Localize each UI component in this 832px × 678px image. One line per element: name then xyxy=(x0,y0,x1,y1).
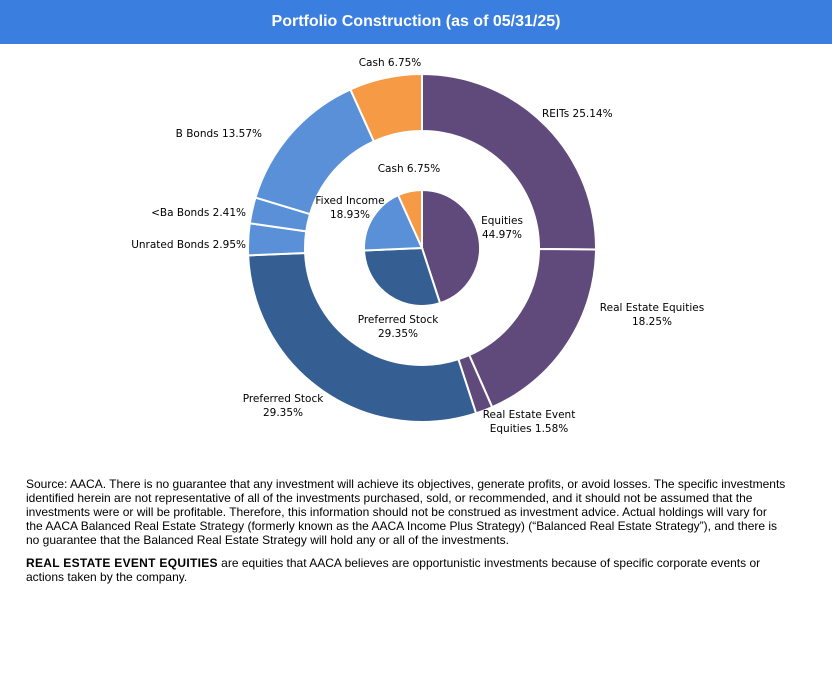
outer-slice-preferred-stock xyxy=(247,251,478,423)
portfolio-donut-chart: REITs 25.14% Real Estate Equities 18.25% Re… xyxy=(131,57,704,435)
outer-label-b-bonds: B Bonds 13.57% xyxy=(176,128,262,140)
outer-label-ba-bonds: <Ba Bonds 2.41% xyxy=(151,207,246,219)
chart-title: Portfolio Construction (as of 05/31/25) xyxy=(271,13,561,30)
definition-paragraph: REAL ESTATE EVENT EQUITIES are equities … xyxy=(26,556,786,584)
definition-text: are equities that AACA believes are oppo… xyxy=(26,556,761,584)
inner-label-cash: Cash 6.75% xyxy=(378,163,441,175)
outer-slice-real-estate-equities xyxy=(467,248,598,409)
inner-slice-equities xyxy=(421,188,481,305)
inner-label-fixed-income: Fixed Income 18.93% xyxy=(315,195,384,221)
outer-label-reits: REITs 25.14% xyxy=(542,108,613,120)
inner-slice-cash xyxy=(396,188,423,249)
outer-label-real-estate-event-equities: Real Estate Event Equities 1.58% xyxy=(483,409,576,435)
inner-slice-preferred-stock xyxy=(363,246,442,307)
outer-slice-reits xyxy=(421,72,597,251)
outer-slice-cash xyxy=(349,72,423,143)
slice-labels: REITs 25.14% Real Estate Equities 18.25% Re… xyxy=(131,57,704,435)
inner-label-equities: Equities 44.97% xyxy=(481,215,523,241)
inner-label-preferred-stock: Preferred Stock 29.35% xyxy=(358,314,440,340)
chart-area: REITs 25.14% Real Estate Equities 18.25% Re… xyxy=(0,44,832,454)
outer-label-cash: Cash 6.75% xyxy=(359,57,422,69)
inner-pie xyxy=(363,188,481,307)
title-bar: Portfolio Construction (as of 05/31/25) xyxy=(0,0,832,44)
source-disclaimer: Source: AACA. There is no guarantee that… xyxy=(26,477,786,547)
inner-slice-fixed-income xyxy=(363,193,424,252)
outer-label-unrated-bonds: Unrated Bonds 2.95% xyxy=(131,239,246,251)
outer-label-preferred-stock: Preferred Stock 29.35% xyxy=(243,393,325,419)
definition-term: REAL ESTATE EVENT EQUITIES xyxy=(26,556,218,570)
outer-label-real-estate-equities: Real Estate Equities 18.25% xyxy=(600,302,704,328)
disclosure-notes: Source: AACA. There is no guarantee that… xyxy=(26,477,786,593)
outer-ring xyxy=(247,72,598,423)
